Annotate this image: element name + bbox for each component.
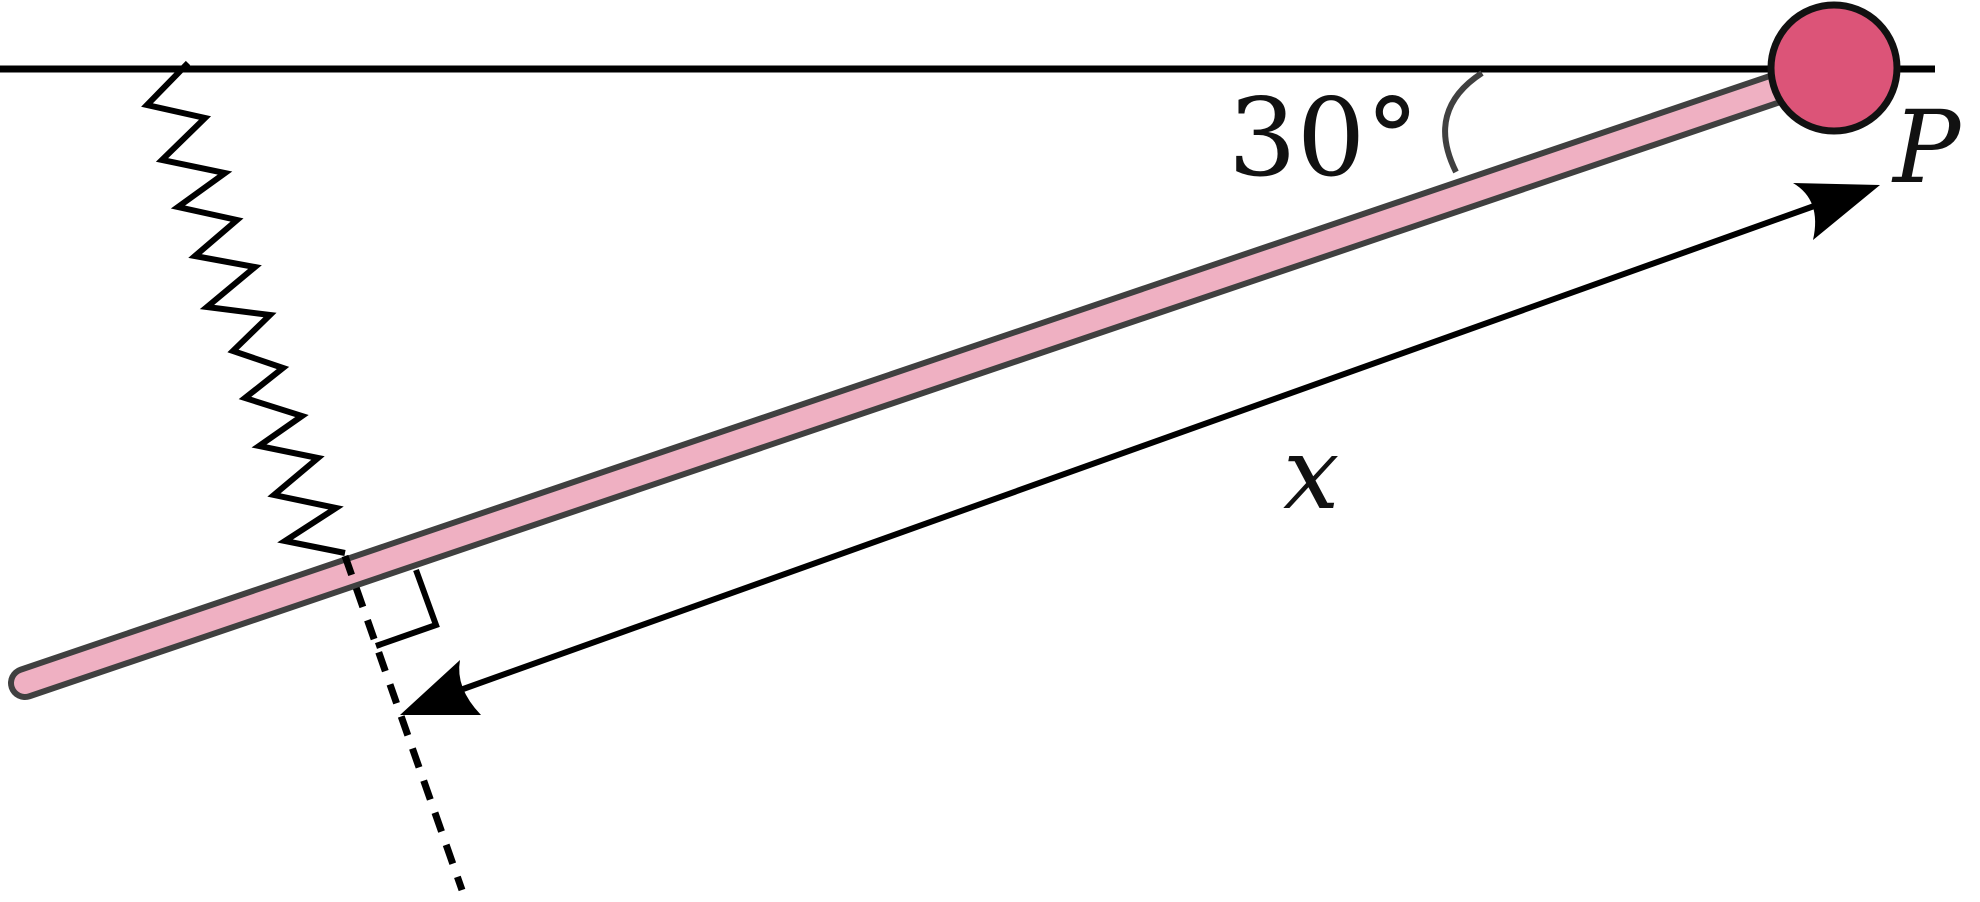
distance-arrowhead-right	[1793, 183, 1880, 240]
angle-arc	[1442, 70, 1484, 174]
angle-label: 30°	[1228, 76, 1419, 201]
pivot-label: P	[1891, 89, 1962, 206]
distance-label: x	[1283, 415, 1339, 532]
right-angle-marker	[375, 568, 440, 649]
distance-arrow-shaft	[450, 202, 1819, 696]
distance-arrowhead-left	[400, 660, 481, 715]
pivot-ball	[1767, 1, 1901, 135]
rod	[14, 58, 1845, 694]
perpendicular-dashed-line	[341, 554, 466, 892]
spring	[141, 60, 346, 556]
